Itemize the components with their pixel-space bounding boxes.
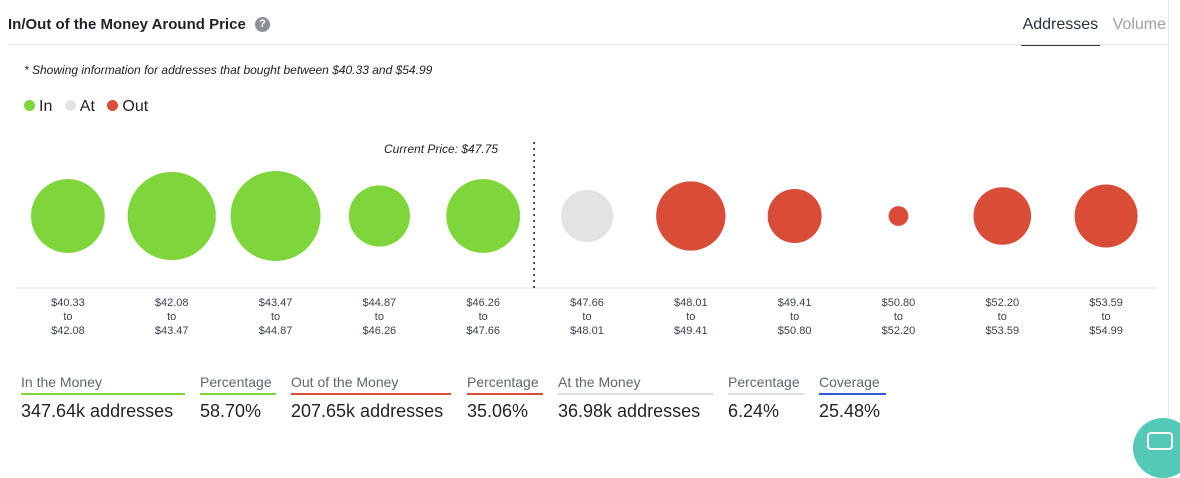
legend-label-in: In — [39, 98, 53, 115]
tick-label: $49.41 — [778, 297, 812, 309]
tick-label: $42.08 — [51, 325, 85, 337]
stat-value-in: 347.64k addresses — [21, 401, 174, 421]
legend-dot-in — [24, 100, 35, 111]
tick-label: $40.33 — [51, 297, 85, 309]
tick-label: $53.59 — [1089, 297, 1123, 309]
bubble-in[interactable] — [127, 171, 216, 261]
stat-label-at-pct: Percentage — [728, 374, 804, 395]
tick-label: to — [790, 311, 799, 323]
header-divider — [8, 44, 1168, 45]
bubble-in[interactable] — [31, 179, 105, 253]
stat-value-at: 36.98k addresses — [558, 401, 701, 421]
legend-item-at[interactable]: At — [64, 98, 95, 116]
tick-label: to — [998, 311, 1007, 323]
tick-label: $53.59 — [985, 325, 1019, 337]
legend-item-out[interactable]: Out — [107, 98, 148, 116]
stat-at-the-money: At the Money 36.98k addresses — [558, 374, 713, 422]
page-title: In/Out of the Money Around Price — [8, 16, 246, 33]
view-tabs: Addresses Volume — [1015, 16, 1168, 46]
tick-label: to — [375, 311, 384, 323]
tick-label: $46.26 — [466, 297, 500, 309]
stat-coverage: Coverage 25.48% — [819, 374, 886, 422]
tick-label: $44.87 — [363, 297, 397, 309]
bubble-in[interactable] — [446, 179, 521, 253]
tick-label: $47.66 — [466, 325, 500, 337]
tab-addresses[interactable]: Addresses — [1020, 16, 1101, 46]
help-icon[interactable]: ? — [255, 17, 270, 32]
tick-label: $42.08 — [155, 297, 189, 309]
bubble-out[interactable] — [656, 181, 726, 251]
tick-label: $43.47 — [155, 325, 189, 337]
chat-icon — [1147, 432, 1173, 450]
tick-label: to — [271, 311, 280, 323]
bubble-at[interactable] — [560, 189, 614, 243]
stat-value-coverage: 25.48% — [819, 401, 881, 421]
tick-label: $52.20 — [882, 325, 916, 337]
chat-button[interactable] — [1133, 418, 1180, 478]
stat-out-percentage: Percentage 35.06% — [467, 374, 543, 422]
tick-label: to — [582, 311, 591, 323]
tick-label: $46.26 — [363, 325, 397, 337]
stat-label-coverage: Coverage — [819, 374, 886, 395]
bubble-out[interactable] — [767, 189, 822, 243]
stat-in-percentage: Percentage 58.70% — [200, 374, 276, 422]
legend-dot-at — [64, 100, 76, 111]
tab-volume[interactable]: Volume — [1112, 16, 1166, 33]
bubble-out[interactable] — [888, 206, 909, 226]
tick-label: to — [894, 311, 903, 323]
stat-value-in-pct: 58.70% — [200, 401, 262, 421]
bubble-chart: $40.33 to $42.08 $42.08 to $43.47 $43.47 to $44.… — [16, 142, 1158, 337]
range-note: * Showing information for addresses that… — [24, 63, 433, 77]
stat-label-out: Out of the Money — [291, 374, 451, 395]
tick-label: $52.20 — [985, 297, 1019, 309]
stat-out-of-the-money: Out of the Money 207.65k addresses — [291, 374, 451, 422]
current-price-label: Current Price: $47.75 — [384, 142, 498, 156]
tick-label: $50.80 — [778, 325, 812, 337]
tick-label: $49.41 — [674, 325, 708, 337]
legend-dot-out — [107, 100, 119, 111]
tick-label: $44.87 — [259, 325, 293, 337]
tick-label: to — [63, 311, 72, 323]
stat-label-in-pct: Percentage — [200, 374, 276, 395]
legend-label-out: Out — [122, 98, 149, 115]
tick-label: to — [479, 311, 488, 323]
stat-label-out-pct: Percentage — [467, 374, 543, 395]
tick-label: $43.47 — [259, 297, 293, 309]
legend-label-at: At — [79, 98, 95, 115]
bubble-in[interactable] — [348, 185, 410, 247]
tick-label: $50.80 — [882, 297, 916, 309]
stat-value-at-pct: 6.24% — [728, 401, 780, 421]
stat-label-at: At the Money — [558, 374, 713, 395]
stat-at-percentage: Percentage 6.24% — [728, 374, 804, 422]
stat-value-out-pct: 35.06% — [467, 401, 529, 421]
tick-label: $48.01 — [674, 297, 708, 309]
tick-label: $54.99 — [1089, 325, 1123, 337]
tick-label: $48.01 — [570, 325, 604, 337]
bubble-out[interactable] — [973, 187, 1032, 245]
bubble-in[interactable] — [230, 171, 321, 261]
stat-in-the-money: In the Money 347.64k addresses — [21, 374, 185, 422]
tick-label: to — [167, 311, 176, 323]
bubble-out[interactable] — [1074, 184, 1138, 248]
tick-label: $47.66 — [570, 297, 604, 309]
chart-legend: In At Out — [24, 98, 156, 116]
stat-label-in: In the Money — [21, 374, 185, 395]
tick-label: to — [686, 311, 695, 323]
stat-value-out: 207.65k addresses — [291, 401, 444, 421]
panel-right-border — [1168, 0, 1169, 447]
legend-item-in[interactable]: In — [24, 98, 52, 116]
tick-label: to — [1101, 311, 1110, 323]
